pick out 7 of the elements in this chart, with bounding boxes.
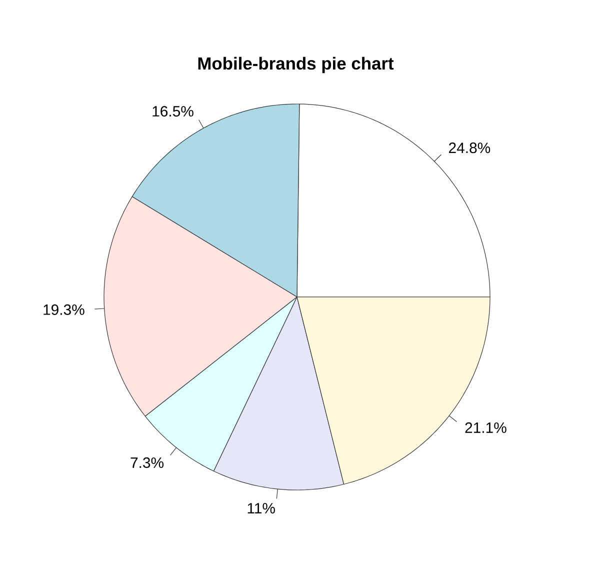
data-label: 21.1% [465, 422, 506, 433]
data-label: 11% [248, 503, 275, 514]
data-label: 7.3% [130, 457, 164, 468]
chart-title: Mobile-brands pie chart [198, 56, 394, 74]
data-label: 19.3% [44, 304, 84, 315]
data-label: 16.5% [152, 106, 194, 117]
data-label: 24.8% [449, 142, 490, 154]
